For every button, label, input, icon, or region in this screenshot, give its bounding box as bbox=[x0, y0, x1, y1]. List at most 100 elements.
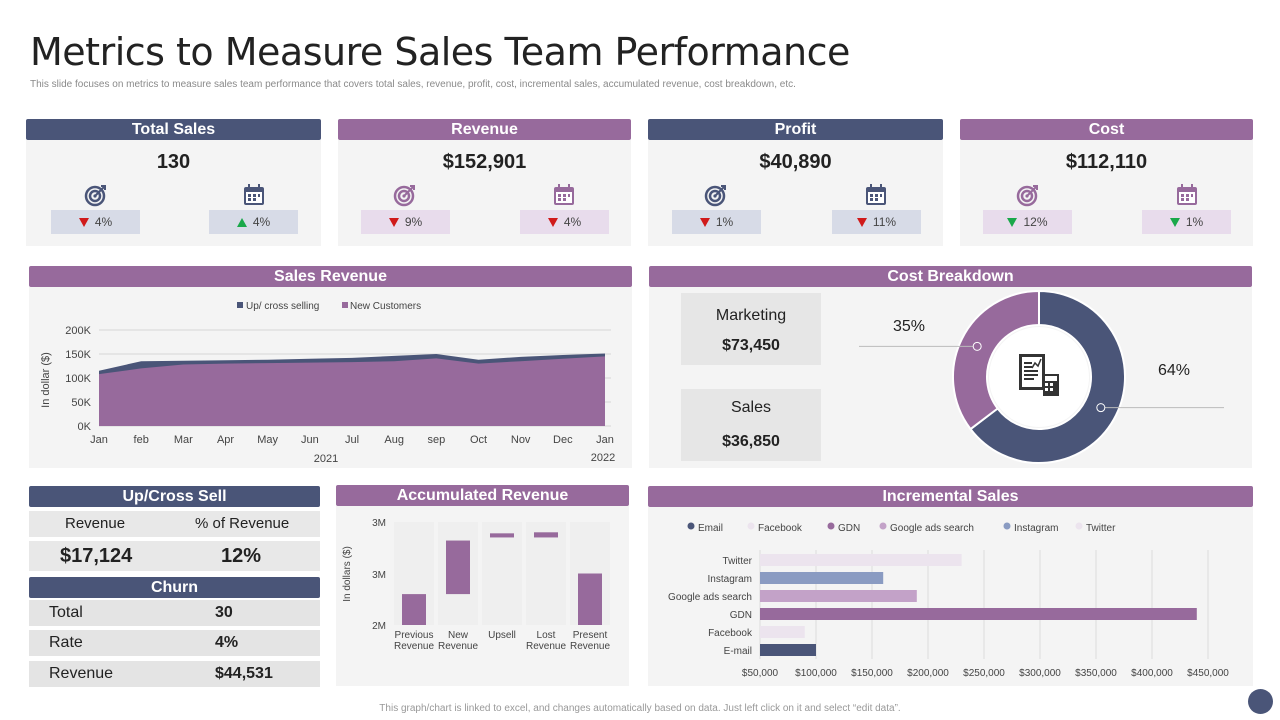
revenue-header: Revenue bbox=[338, 119, 631, 140]
marketing-value: $73,450 bbox=[722, 337, 780, 354]
series-area-new-customers bbox=[99, 356, 605, 426]
total-sales-header: Total Sales bbox=[26, 119, 321, 140]
sales-revenue-chart: 0K 50K 100K 150K 200K Jan feb Mar Apr May Jun Jul Au… bbox=[40, 301, 615, 465]
x-tick-label: $350,000 bbox=[1075, 668, 1117, 679]
leader-dot-small bbox=[972, 341, 982, 351]
upcross-header: Up/Cross Sell bbox=[29, 486, 320, 507]
waterfall-bar bbox=[534, 532, 558, 538]
x-tick-label: Previous bbox=[395, 630, 434, 641]
y-tick-label: Facebook bbox=[708, 628, 753, 639]
bar-e-mail bbox=[760, 644, 816, 656]
profit-header: Profit bbox=[648, 119, 943, 140]
y-tick-label: E-mail bbox=[724, 646, 752, 657]
x-tick-label: $50,000 bbox=[742, 668, 779, 679]
y-tick-label: 100K bbox=[65, 373, 91, 385]
legend-swatch-upcross bbox=[237, 302, 243, 308]
total-sales-value: 130 bbox=[156, 151, 191, 173]
x-tick-label: Dec bbox=[553, 434, 573, 446]
incremental-panel: $50,000 $100,000 $150,000 $200,000 $250,000 $… bbox=[648, 507, 1253, 686]
x-tick-label: Revenue bbox=[570, 641, 610, 652]
x-tick-label: Jan bbox=[596, 434, 614, 446]
legend-label: GDN bbox=[838, 523, 860, 534]
x-tick-label: New bbox=[448, 630, 469, 641]
report-chart-icon bbox=[1019, 354, 1059, 396]
x-tick-label: Revenue bbox=[394, 641, 434, 652]
cost-card: $112,110 12% 1% bbox=[960, 140, 1253, 246]
legend-label: Twitter bbox=[1086, 523, 1116, 534]
target-icon bbox=[84, 185, 106, 207]
churn-total-label: Total bbox=[49, 604, 83, 621]
x-tick-label: sep bbox=[427, 434, 445, 446]
x-tick-label: Revenue bbox=[438, 641, 478, 652]
page-indicator bbox=[1248, 689, 1273, 714]
calendar-icon bbox=[244, 184, 264, 205]
x-tick-label: Jan bbox=[90, 434, 108, 446]
sales-box: Sales $36,850 bbox=[681, 389, 821, 461]
donut-slice-sales bbox=[952, 289, 1040, 431]
y-tick-label: 0K bbox=[78, 421, 92, 433]
x-tick-label: Upsell bbox=[488, 630, 516, 641]
legend-swatch-new-customers bbox=[342, 302, 348, 308]
down-arrow-icon bbox=[856, 217, 867, 227]
upcross-col-pct: % of Revenue bbox=[195, 515, 290, 532]
x-tick-label: $400,000 bbox=[1131, 668, 1173, 679]
x-tick-label: $300,000 bbox=[1019, 668, 1061, 679]
up-arrow-icon bbox=[236, 217, 247, 227]
marketing-box: Marketing $73,450 bbox=[681, 293, 821, 365]
y-tick-label: 3M bbox=[372, 518, 386, 529]
accumulated-panel: 3M 3M 2M In dollars ($) Previous Revenue New Re… bbox=[336, 506, 629, 686]
total-sales-card: 130 4% 4% bbox=[26, 140, 321, 246]
page-subtitle: This slide focuses on metrics to measure… bbox=[30, 79, 796, 90]
waterfall-bar bbox=[402, 594, 426, 625]
bar-slot-bg bbox=[526, 522, 566, 625]
cost-value: $112,110 bbox=[1065, 151, 1148, 173]
churn-revenue-value: $44,531 bbox=[215, 665, 273, 682]
y-tick-label: Twitter bbox=[723, 556, 753, 567]
x-tick-label: $250,000 bbox=[963, 668, 1005, 679]
churn-header: Churn bbox=[29, 577, 320, 598]
y-tick-label: GDN bbox=[730, 610, 752, 621]
churn-total-value: 30 bbox=[215, 604, 233, 621]
bar-instagram bbox=[760, 572, 884, 584]
waterfall-bar bbox=[578, 573, 602, 625]
revenue-right-change: 4% bbox=[520, 210, 609, 234]
footer-note: This graph/chart is linked to excel, and… bbox=[379, 703, 901, 714]
x-tick-label: $150,000 bbox=[851, 668, 893, 679]
churn-rate-label: Rate bbox=[49, 634, 83, 651]
cost-header: Cost bbox=[960, 119, 1253, 140]
down-arrow-icon bbox=[699, 217, 710, 227]
cost-breakdown-header: Cost Breakdown bbox=[649, 266, 1252, 287]
upcross-revenue-value: $17,124 bbox=[60, 545, 133, 567]
y-tick-label: 150K bbox=[65, 349, 91, 361]
legend-dot bbox=[1075, 522, 1083, 530]
profit-right-change: 11% bbox=[832, 210, 921, 234]
x-tick-label: $450,000 bbox=[1187, 668, 1229, 679]
legend-dot bbox=[879, 522, 887, 530]
legend-dot bbox=[1003, 522, 1011, 530]
x-tick-label: Oct bbox=[470, 434, 487, 446]
x-tick-label: Apr bbox=[217, 434, 234, 446]
x-tick-label: feb bbox=[134, 434, 149, 446]
legend-label: Google ads search bbox=[890, 523, 974, 534]
calendar-icon bbox=[554, 184, 574, 205]
accumulated-header: Accumulated Revenue bbox=[336, 485, 629, 506]
page-title: Metrics to Measure Sales Team Performanc… bbox=[30, 30, 850, 74]
y-tick-label: 3M bbox=[372, 570, 386, 581]
down-arrow-icon bbox=[547, 217, 558, 227]
x-tick-label: $200,000 bbox=[907, 668, 949, 679]
down-arrow-icon bbox=[1007, 217, 1018, 227]
sales-revenue-panel: 0K 50K 100K 150K 200K Jan feb Mar Apr May Jun Jul Au… bbox=[29, 287, 632, 468]
y-axis-label: In dollar ($) bbox=[40, 352, 52, 408]
x-tick-label: Present bbox=[573, 630, 608, 641]
leader-dot-large bbox=[1096, 403, 1106, 413]
x-tick-label: Jun bbox=[301, 434, 319, 446]
legend-dot bbox=[827, 522, 835, 530]
profit-left-change: 1% bbox=[672, 210, 761, 234]
churn-row-rate: Rate 4% bbox=[29, 630, 320, 656]
x-tick-label: Jul bbox=[345, 434, 359, 446]
target-icon bbox=[1016, 185, 1038, 207]
cost-breakdown-donut bbox=[859, 289, 1224, 464]
cost-breakdown-panel: Marketing $73,450 Sales $36,850 35% 64% bbox=[649, 287, 1252, 468]
revenue-card: $152,901 9% 4% bbox=[338, 140, 631, 246]
x-tick-label: Mar bbox=[174, 434, 193, 446]
